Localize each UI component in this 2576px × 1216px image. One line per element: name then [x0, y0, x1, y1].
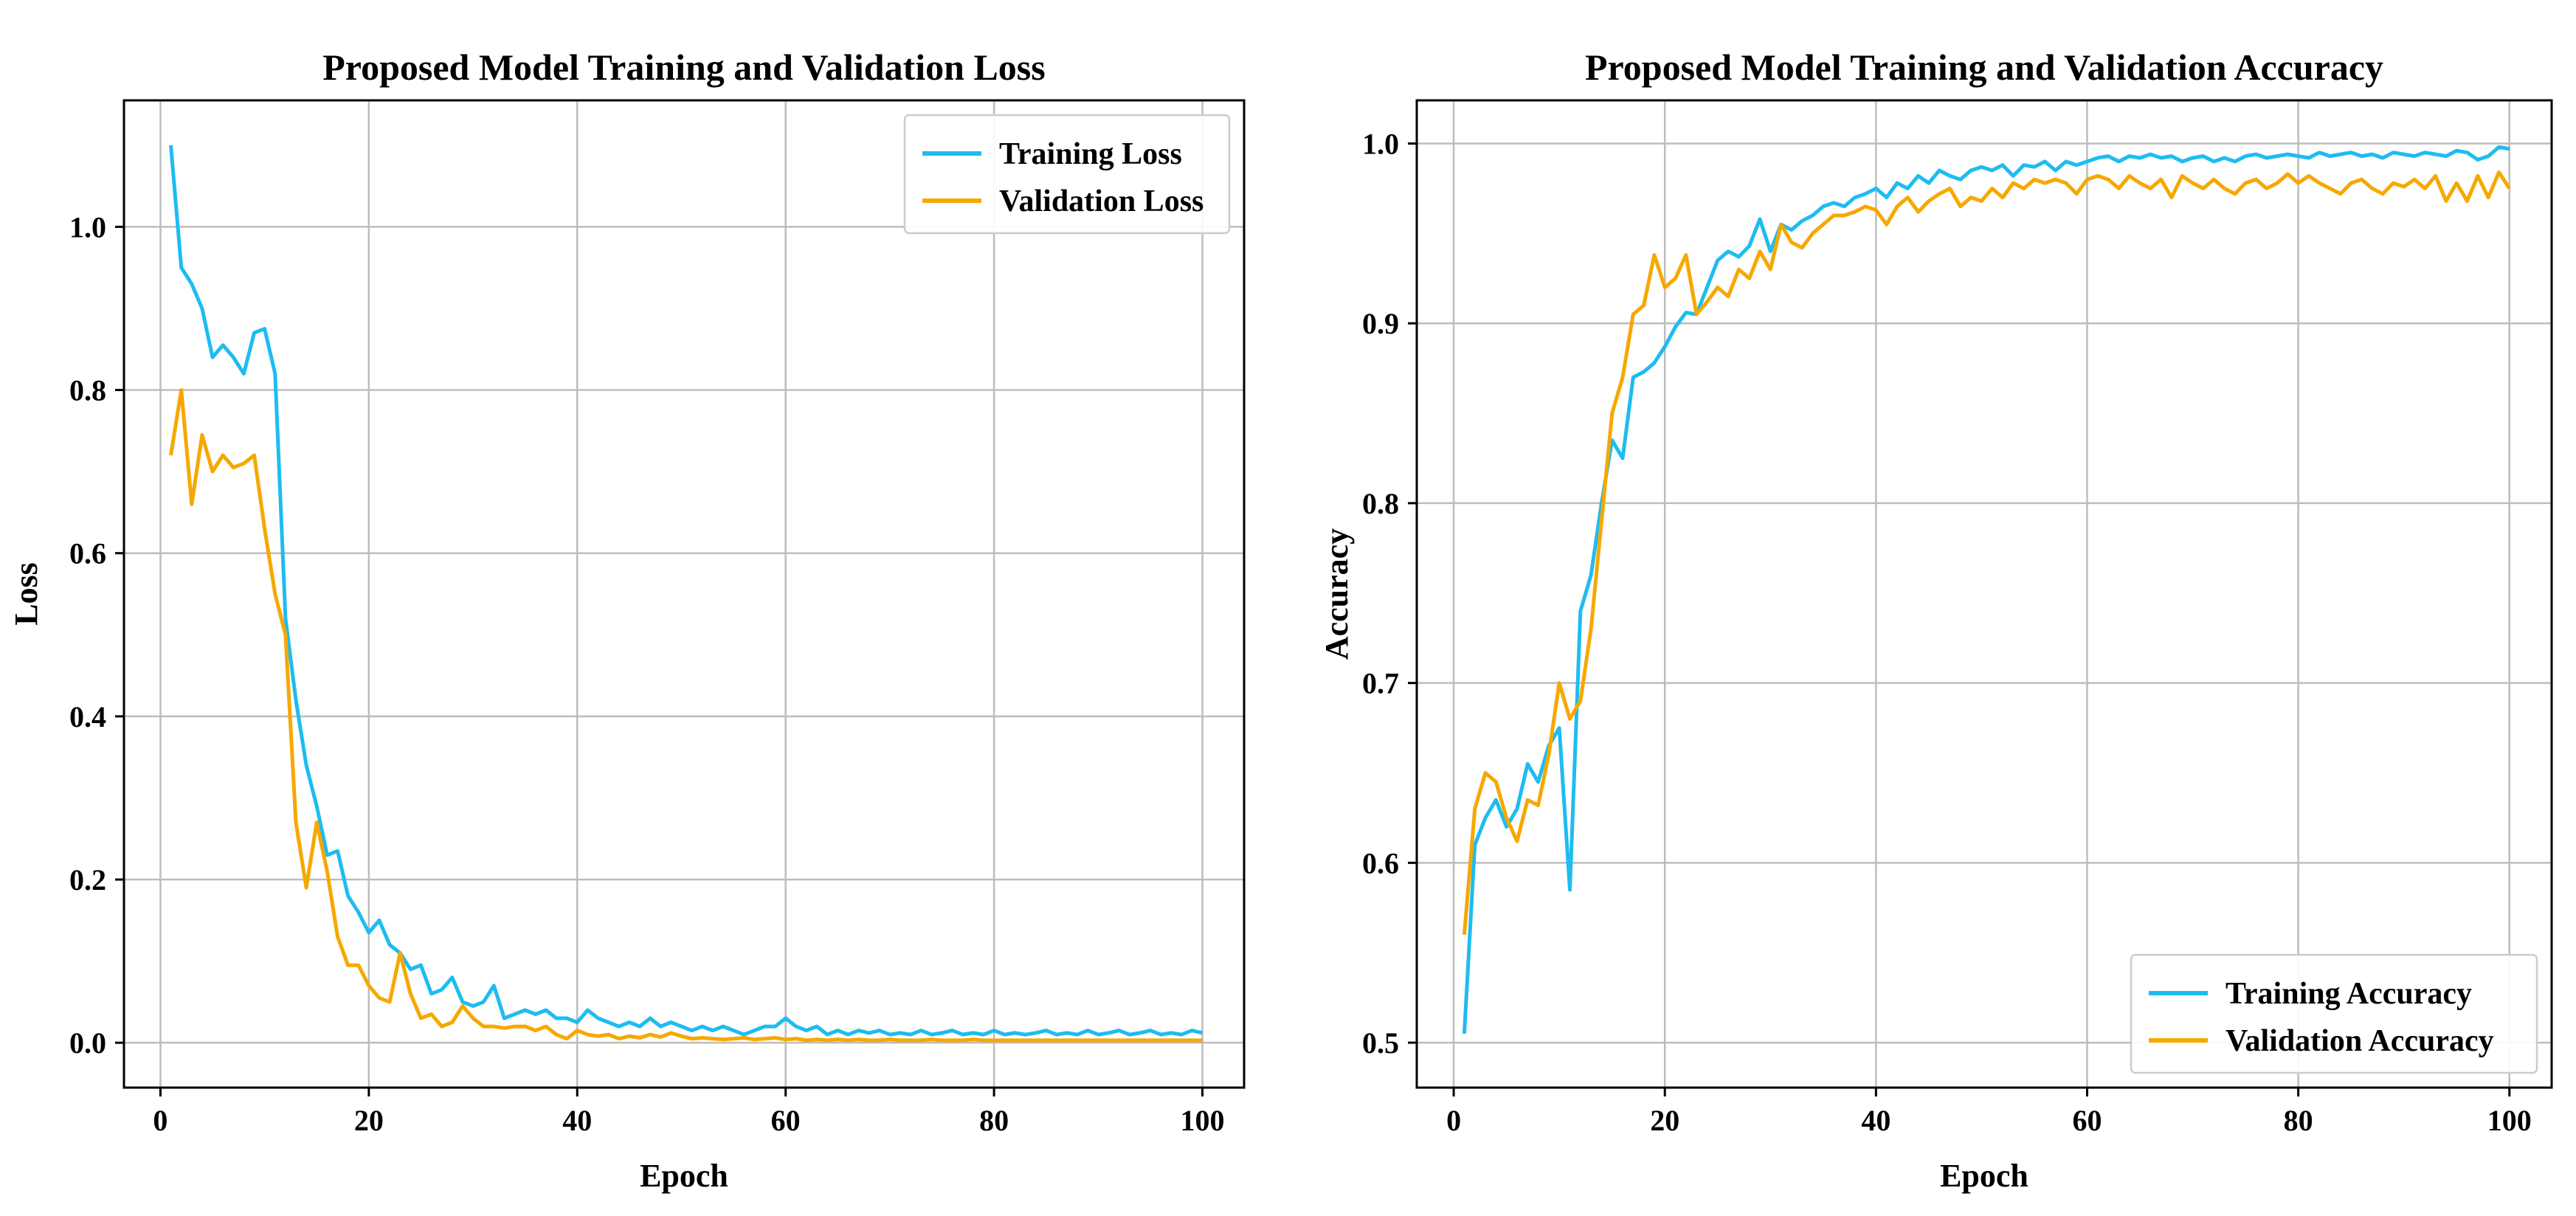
chart-0-series-line-1 [169, 388, 1203, 1043]
chart-1-ytick-label-0: 0.5 [1362, 1026, 1399, 1060]
chart-1-legend-box [2130, 953, 2538, 1074]
chart-1-legend-label-0: Training Accuracy [2225, 977, 2472, 1011]
chart-1-axes-frame [1415, 99, 2553, 1089]
chart-1-ytick-label-4: 0.9 [1362, 307, 1399, 340]
chart-1-ytick-label-3: 0.8 [1362, 487, 1399, 520]
chart-0-ytick-label-0: 0.0 [69, 1026, 106, 1060]
chart-1-series-line-0 [1462, 145, 2510, 1034]
chart-0-xtick-label-0: 0 [153, 1104, 168, 1137]
chart-1-ytick-label-2: 0.7 [1362, 667, 1399, 700]
chart-1-ytick-label-5: 1.0 [1362, 127, 1399, 160]
chart-0-xtick-label-1: 20 [354, 1104, 384, 1137]
chart-1-xtick-label-5: 100 [2487, 1104, 2532, 1137]
chart-1-series-line-1 [1462, 170, 2511, 936]
chart-0-legend-label-1: Validation Loss [999, 184, 1204, 218]
chart-1-xtick-label-2: 40 [1861, 1104, 1890, 1137]
accuracy-chart: 0 20 40 60 80 100 0.5 0.6 0.7 0.8 0.9 1.0 Proposed M… [1319, 46, 2553, 1194]
chart-0-series-line-0 [169, 145, 1204, 1037]
chart-0-axes-frame [122, 99, 1246, 1089]
chart-1-title: Proposed Model Training and Validation A… [1585, 46, 2383, 88]
chart-0-xtick-label-4: 80 [979, 1104, 1009, 1137]
chart-0-ytick-label-2: 0.4 [69, 700, 106, 733]
chart-1-xtick-label-0: 0 [1446, 1104, 1461, 1137]
chart-0-xtick-label-2: 40 [562, 1104, 592, 1137]
chart-1-xtick-label-3: 60 [2072, 1104, 2102, 1137]
chart-1-ytick-label-1: 0.6 [1362, 846, 1399, 880]
chart-0-title: Proposed Model Training and Validation L… [322, 46, 1045, 88]
chart-0-legend-label-0: Training Loss [999, 137, 1182, 171]
chart-0-ytick-label-5: 1.0 [69, 210, 106, 243]
chart-0-ytick-label-1: 0.2 [69, 863, 106, 897]
chart-0-xlabel: Epoch [640, 1158, 728, 1194]
chart-0-xtick-label-3: 60 [771, 1104, 801, 1137]
chart-0-ytick-label-3: 0.6 [69, 537, 106, 570]
chart-1-legend: Training Accuracy Validation Accuracy [2130, 953, 2538, 1074]
chart-0-legend-box [903, 114, 1231, 235]
chart-0-ytick-label-4: 0.8 [69, 374, 106, 407]
chart-0-ylabel: Loss [8, 562, 44, 626]
chart-1-ylabel: Accuracy [1319, 528, 1355, 660]
chart-1-xtick-label-4: 80 [2284, 1104, 2313, 1137]
chart-1-legend-label-1: Validation Accuracy [2225, 1024, 2494, 1058]
chart-1-xtick-label-1: 20 [1650, 1104, 1679, 1137]
chart-1-xlabel: Epoch [1940, 1158, 2028, 1194]
chart-0-xtick-label-5: 100 [1181, 1104, 1225, 1137]
chart-0-legend: Training Loss Validation Loss [903, 114, 1231, 235]
loss-chart: 0 20 40 60 80 100 0.0 0.2 0.4 0.6 0.8 1.0 Proposed M… [8, 46, 1246, 1194]
